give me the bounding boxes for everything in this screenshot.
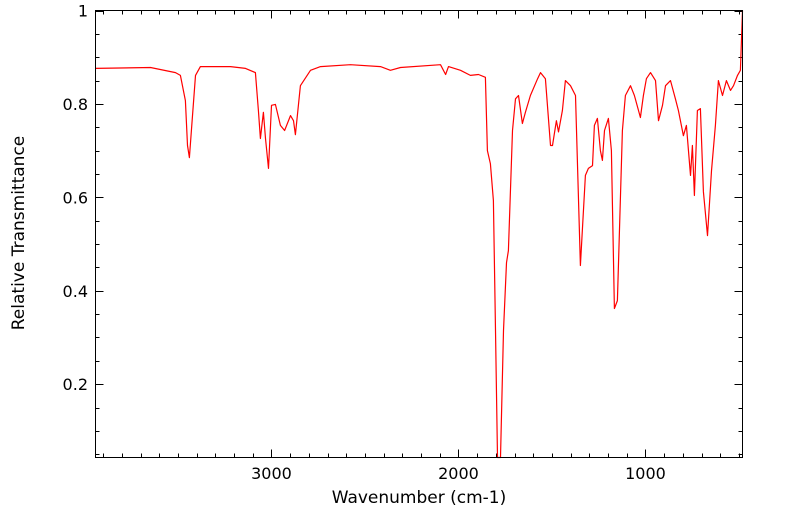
y-tick-label: 0.2 bbox=[63, 375, 88, 394]
axis-ticks bbox=[95, 10, 743, 458]
x-tick-label: 1000 bbox=[625, 464, 666, 483]
x-tick-label: 3000 bbox=[251, 464, 292, 483]
spectrum-line bbox=[95, 10, 744, 459]
y-tick-label: 0.6 bbox=[63, 188, 88, 207]
y-tick-label: 0.8 bbox=[63, 95, 88, 114]
y-tick-label: 1 bbox=[78, 2, 88, 21]
plot-frame bbox=[95, 10, 743, 458]
tick-labels: 3000 2000 1000 0.2 0.4 0.6 0.8 1 bbox=[63, 2, 666, 484]
series-layer bbox=[95, 10, 744, 459]
y-axis-label: Relative Transmittance bbox=[9, 136, 29, 331]
y-tick-label: 0.4 bbox=[63, 282, 88, 301]
x-tick-label: 2000 bbox=[438, 464, 479, 483]
x-axis-label: Wavenumber (cm-1) bbox=[332, 488, 507, 508]
